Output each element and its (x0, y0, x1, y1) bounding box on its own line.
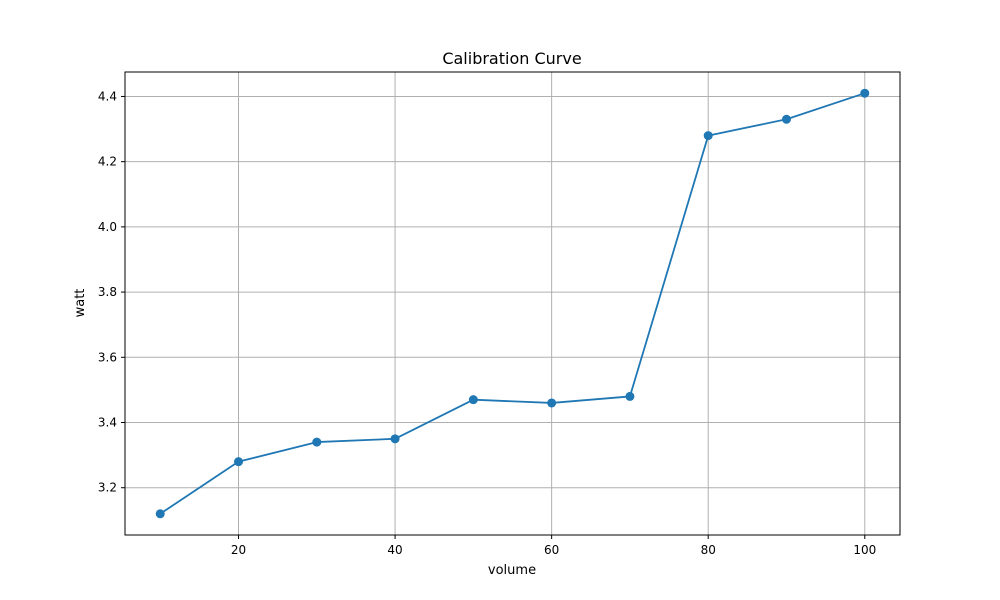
plot-frame (124, 71, 901, 536)
y-tick-label: 3.4 (98, 416, 117, 430)
y-tick-label: 4.4 (98, 89, 117, 103)
data-point (390, 434, 400, 444)
y-axis-label: watt (73, 289, 88, 318)
y-tick-label: 3.6 (98, 350, 117, 364)
data-point (781, 114, 791, 124)
grid-lines (125, 72, 900, 535)
x-axis-label: volume (488, 563, 536, 578)
axis-ticks: 20 40 60 80 100 3.2 3.4 3.6 3.8 4.0 4.2 4.4 (98, 89, 876, 557)
data-point (468, 395, 478, 405)
y-tick-label: 3.2 (98, 481, 117, 495)
data-point (703, 131, 713, 141)
plot-area-background (125, 72, 900, 535)
data-point (155, 509, 165, 519)
y-tick-label: 4.0 (98, 220, 117, 234)
data-point (547, 398, 557, 408)
series-layer (155, 88, 870, 519)
x-tick-label: 60 (544, 543, 559, 557)
chart-title: Calibration Curve (442, 49, 581, 68)
series-line (159, 92, 866, 515)
x-tick-label: 100 (853, 543, 876, 557)
data-point (860, 88, 870, 98)
y-tick-label: 3.8 (98, 285, 117, 299)
data-point (625, 391, 635, 401)
x-tick-label: 40 (387, 543, 402, 557)
y-tick-label: 4.2 (98, 155, 117, 169)
x-tick-label: 80 (701, 543, 716, 557)
data-point (234, 457, 244, 467)
x-tick-label: 20 (231, 543, 246, 557)
data-point (312, 437, 322, 447)
